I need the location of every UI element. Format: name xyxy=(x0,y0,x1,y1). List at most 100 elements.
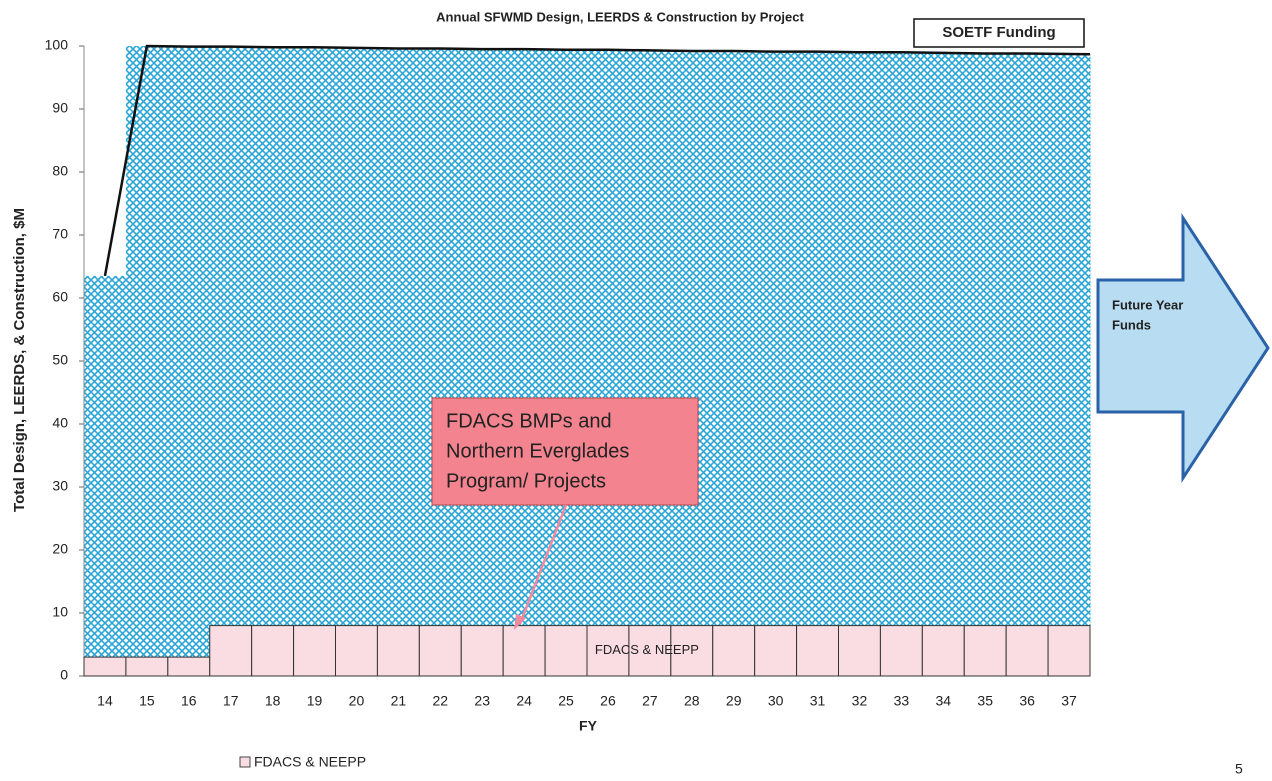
bar xyxy=(335,625,378,677)
bar xyxy=(712,625,756,677)
bar xyxy=(879,625,923,677)
x-tick-label: 18 xyxy=(265,693,281,709)
y-tick-label: 40 xyxy=(52,415,68,431)
x-tick-label: 31 xyxy=(810,693,826,709)
funding-area xyxy=(167,46,211,658)
funding-area xyxy=(628,50,672,626)
bar xyxy=(460,625,504,677)
line-label: SOETF Funding xyxy=(942,24,1055,41)
y-tick-label: 100 xyxy=(45,37,69,53)
funding-area xyxy=(587,49,630,626)
x-tick-label: 36 xyxy=(1019,693,1035,709)
funding-area xyxy=(503,49,546,626)
chart-title: Annual SFWMD Design, LEERDS & Constructi… xyxy=(436,9,804,24)
funding-area xyxy=(880,52,923,626)
x-tick-label: 29 xyxy=(726,693,742,709)
funding-area xyxy=(419,48,462,626)
x-tick-label: 14 xyxy=(97,693,113,709)
legend-swatch xyxy=(239,756,251,768)
callout-arrowhead xyxy=(514,614,526,630)
bar xyxy=(586,625,630,677)
arrow-label: Funds xyxy=(1112,317,1151,332)
funding-area xyxy=(670,51,714,626)
legend-label: FDACS & NEEPP xyxy=(254,754,366,770)
bar xyxy=(921,625,965,677)
funding-area xyxy=(712,51,756,626)
y-tick-label: 20 xyxy=(52,541,68,557)
x-tick-label: 30 xyxy=(768,693,784,709)
funding-area xyxy=(964,53,1007,626)
x-tick-label: 23 xyxy=(474,693,490,709)
x-tick-label: 27 xyxy=(642,693,658,709)
x-tick-label: 24 xyxy=(516,693,532,709)
x-tick-label: 20 xyxy=(349,693,365,709)
bar xyxy=(418,625,462,677)
funding-area xyxy=(922,52,965,626)
y-tick-label: 60 xyxy=(52,289,68,305)
bar xyxy=(544,625,588,677)
funding-area xyxy=(84,275,127,658)
plot-area xyxy=(84,46,1091,658)
x-tick-label: 37 xyxy=(1061,693,1077,709)
funding-area xyxy=(335,47,378,626)
bar xyxy=(209,625,253,677)
funding-line xyxy=(103,44,1091,277)
bar xyxy=(838,625,881,677)
funding-area xyxy=(377,48,420,626)
callout-box xyxy=(431,397,699,506)
funding-area xyxy=(209,46,253,626)
x-tick-label: 16 xyxy=(181,693,197,709)
x-tick-label: 33 xyxy=(894,693,910,709)
bar xyxy=(251,625,295,677)
x-tick-label: 28 xyxy=(684,693,700,709)
bar xyxy=(754,625,798,677)
y-axis-label: Total Design, LEERDS, & Construction, $M xyxy=(11,208,28,512)
bar xyxy=(125,656,169,677)
x-tick-label: 21 xyxy=(391,693,407,709)
funding-area xyxy=(545,49,588,626)
x-tick-label: 32 xyxy=(852,693,868,709)
arrow-label: Future Year xyxy=(1112,297,1183,312)
x-tick-label: 19 xyxy=(307,693,323,709)
funding-area xyxy=(461,49,504,626)
callout-pointer xyxy=(518,504,568,625)
bar xyxy=(796,625,839,677)
funding-area xyxy=(125,46,169,658)
bar xyxy=(293,625,337,677)
funding-area xyxy=(754,51,798,626)
y-tick-label: 10 xyxy=(52,604,68,620)
bar xyxy=(1005,625,1049,677)
y-tick-label: 90 xyxy=(52,100,68,116)
x-tick-label: 22 xyxy=(433,693,449,709)
funding-area xyxy=(1048,54,1091,626)
funding-area xyxy=(251,47,295,626)
x-tick-label: 34 xyxy=(936,693,952,709)
bar xyxy=(502,625,546,677)
funding-area xyxy=(1006,53,1049,626)
y-tick-label: 30 xyxy=(52,478,68,494)
x-tick-label: 26 xyxy=(600,693,616,709)
x-tick-label: 25 xyxy=(558,693,574,709)
y-tick-label: 50 xyxy=(52,352,68,368)
y-tick-label: 80 xyxy=(52,163,68,179)
bar xyxy=(963,625,1007,677)
x-tick-label: 35 xyxy=(977,693,993,709)
page-number: 5 xyxy=(1235,761,1243,776)
callout-text: FDACS BMPs and xyxy=(446,410,612,432)
line-label-box xyxy=(913,18,1085,48)
bar xyxy=(628,625,672,677)
future-arrow xyxy=(1096,212,1270,484)
bar xyxy=(83,656,127,677)
funding-area xyxy=(796,51,839,626)
bar xyxy=(376,625,420,677)
callout-text: Northern Everglades xyxy=(446,440,629,462)
y-tick-label: 70 xyxy=(52,226,68,242)
y-tick-label: 0 xyxy=(60,667,68,683)
bar xyxy=(1047,625,1091,677)
bar-label: FDACS & NEEPP xyxy=(595,642,699,657)
callout-text: Program/ Projects xyxy=(446,470,606,492)
x-tick-label: 15 xyxy=(139,693,155,709)
funding-area xyxy=(293,47,336,626)
